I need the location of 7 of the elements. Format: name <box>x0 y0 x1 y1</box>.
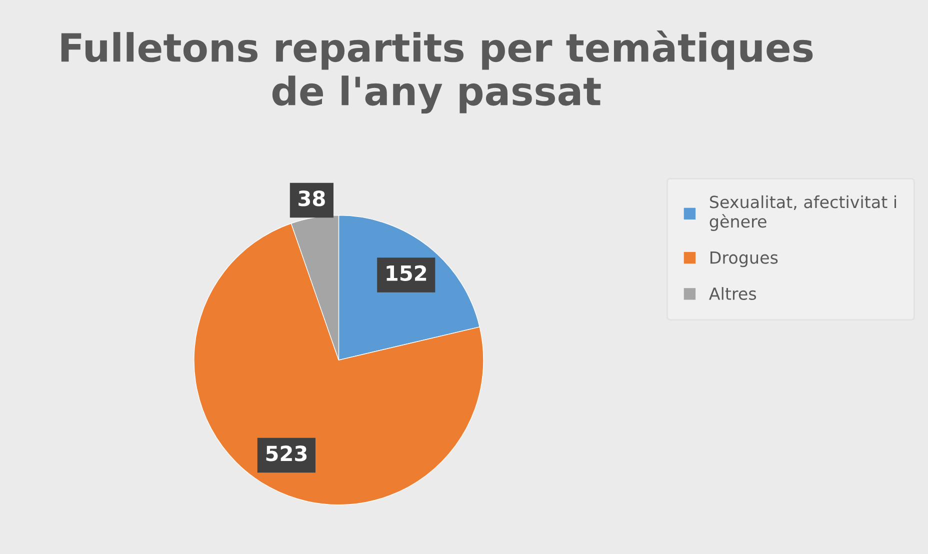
data-label: 38 <box>298 190 325 206</box>
chart-title: Fulletons repartits per temàtiques de l'any passat <box>61 30 813 114</box>
legend-label: Drogues <box>710 251 778 268</box>
data-label: 523 <box>266 446 307 462</box>
data-label: 152 <box>386 265 426 282</box>
legend-label: Altres <box>709 287 756 300</box>
legend-label: Sexualitat, afectivitat i gènere <box>710 195 896 231</box>
